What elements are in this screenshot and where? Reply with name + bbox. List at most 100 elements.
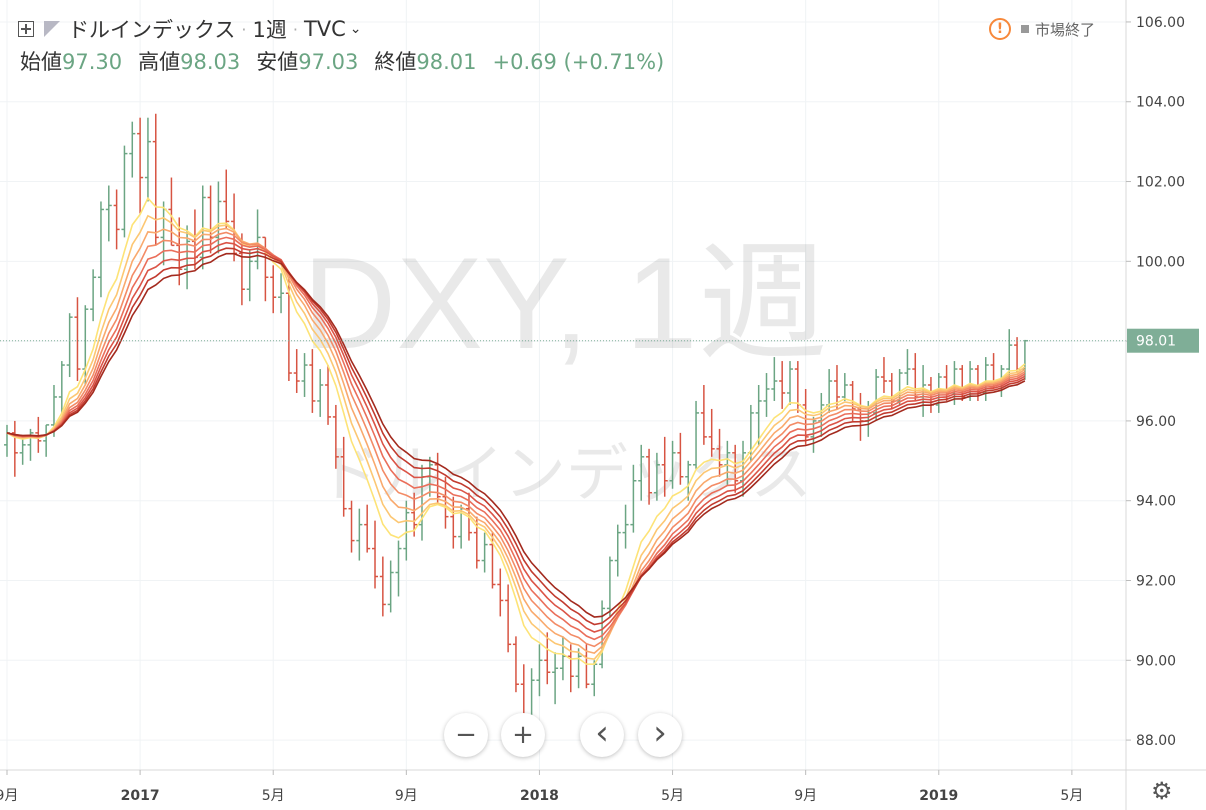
ohlc-bar [497,568,504,617]
ohlc-bar [536,644,543,697]
symbol-name[interactable]: ドルインデックス [68,18,236,42]
last-price-badge [1127,328,1199,353]
x-tick-label: 9月 [794,788,817,804]
price-axis[interactable]: 88.0090.0092.0094.0096.0098.00100.00102.… [1126,15,1185,749]
ohlc-bar [160,201,167,266]
ema-line [6,247,1026,626]
ohlc-bar [129,121,136,178]
market-status[interactable]: ! 市場終了 [989,18,1095,40]
chevron-down-icon[interactable]: ⌄ [349,21,362,37]
y-tick-label: 100.00 [1136,254,1185,270]
ema-line [6,231,1026,648]
ohlc-bar [880,357,887,393]
ohlc-bar [317,369,324,417]
ohlc-bar [763,373,770,417]
watermark-name: ドルインデックス [318,437,812,510]
zoom-out-button[interactable]: − [444,713,488,757]
flag-icon[interactable] [44,21,60,37]
y-tick-label: 102.00 [1136,175,1185,191]
ema-line [6,196,1026,666]
ohlc-bar [97,201,104,298]
ohlc-bar [693,400,700,469]
ohlc-bar [528,668,535,721]
ohlc-bar [4,424,10,457]
ohlc-bar [387,560,394,613]
ohlc-bar [716,428,723,477]
ohlc-bar [254,209,261,270]
ohlc-bar [559,636,566,681]
y-tick-label: 90.00 [1136,653,1176,669]
ohlc-bar [121,145,128,238]
ohlc-bar [622,504,629,549]
ohlc-bar [1006,329,1013,382]
x-tick-label: 9月 [0,788,18,804]
scroll-right-button[interactable]: › [638,713,682,757]
x-tick-label: 9月 [395,788,418,804]
ohlc-bar [35,416,42,453]
low-value: 97.03 [298,50,359,74]
scroll-left-button[interactable]: ‹ [580,713,624,757]
y-tick-label: 104.00 [1136,95,1185,111]
status-square-icon [1021,25,1029,33]
ohlc-bar [43,424,50,457]
ohlc-bar [372,520,379,589]
ohlc-bar [395,540,402,597]
ohlc-bar [755,385,762,445]
separator-dot: · [241,19,247,39]
separator-dot: · [292,19,298,39]
ohlc-bar [787,361,793,405]
ohlc-bar [113,189,120,250]
ohlc-bar [27,428,34,461]
ohlc-bars [4,113,1028,729]
low-label: 安値 [256,50,299,74]
ema-ribbon [6,196,1026,666]
ema-line [6,236,1026,641]
ohlc-bar [810,416,817,453]
x-tick-label: 5月 [262,788,285,804]
ohlc-bar [857,392,864,441]
ohlc-bar [379,556,386,617]
high-label: 高値 [138,50,181,74]
ohlc-bar [348,500,355,553]
ohlc-bar [442,476,449,529]
ohlc-bar [144,117,151,202]
ohlc-bar [481,532,488,573]
expand-icon[interactable] [18,21,34,37]
open-label: 始値 [20,50,62,74]
ohlc-bar [66,313,73,378]
x-tick-label: 2018 [520,788,559,804]
ohlc-bar [544,632,551,685]
symbol-row: ドルインデックス · 1週 · TVC ⌄ [18,14,362,44]
market-status-label: 市場終了 [1035,20,1096,39]
last-price-text: 98.01 [1136,334,1176,350]
ohlc-bar [403,500,410,561]
ohlc-bar [646,448,653,505]
warning-icon[interactable]: ! [989,18,1011,40]
ohlc-bar [575,648,582,689]
x-tick-label: 5月 [661,788,684,804]
time-axis[interactable]: 9月 2017 5月 9月 2018 5月 9月 2019 5月 [0,770,1083,804]
x-tick-label: 2019 [919,788,958,804]
open-value: 97.30 [62,50,123,74]
ohlc-bar [223,169,230,230]
ohlc-bar [505,584,512,653]
ema-line [6,241,1026,633]
ema-line [6,252,1026,618]
ohlc-bar [1014,337,1021,374]
settings-gear-icon[interactable]: ⚙ [1151,777,1173,805]
ohlc-bar [332,404,339,469]
zoom-in-button[interactable]: + [501,713,545,757]
ohlc-bar [215,181,222,254]
ohlc-bar [700,385,707,445]
ohlc-bar [512,636,519,693]
y-tick-label: 106.00 [1136,15,1185,31]
ohlc-bar [669,440,676,489]
ohlc-bar [74,297,81,382]
ohlc-bar [309,349,316,413]
exchange-label[interactable]: TVC [303,17,346,41]
ohlc-bar [11,420,18,477]
ohlc-bar [677,432,684,485]
watermark-symbol: DXY, 1週 [302,230,827,376]
interval-label[interactable]: 1週 [252,18,287,42]
